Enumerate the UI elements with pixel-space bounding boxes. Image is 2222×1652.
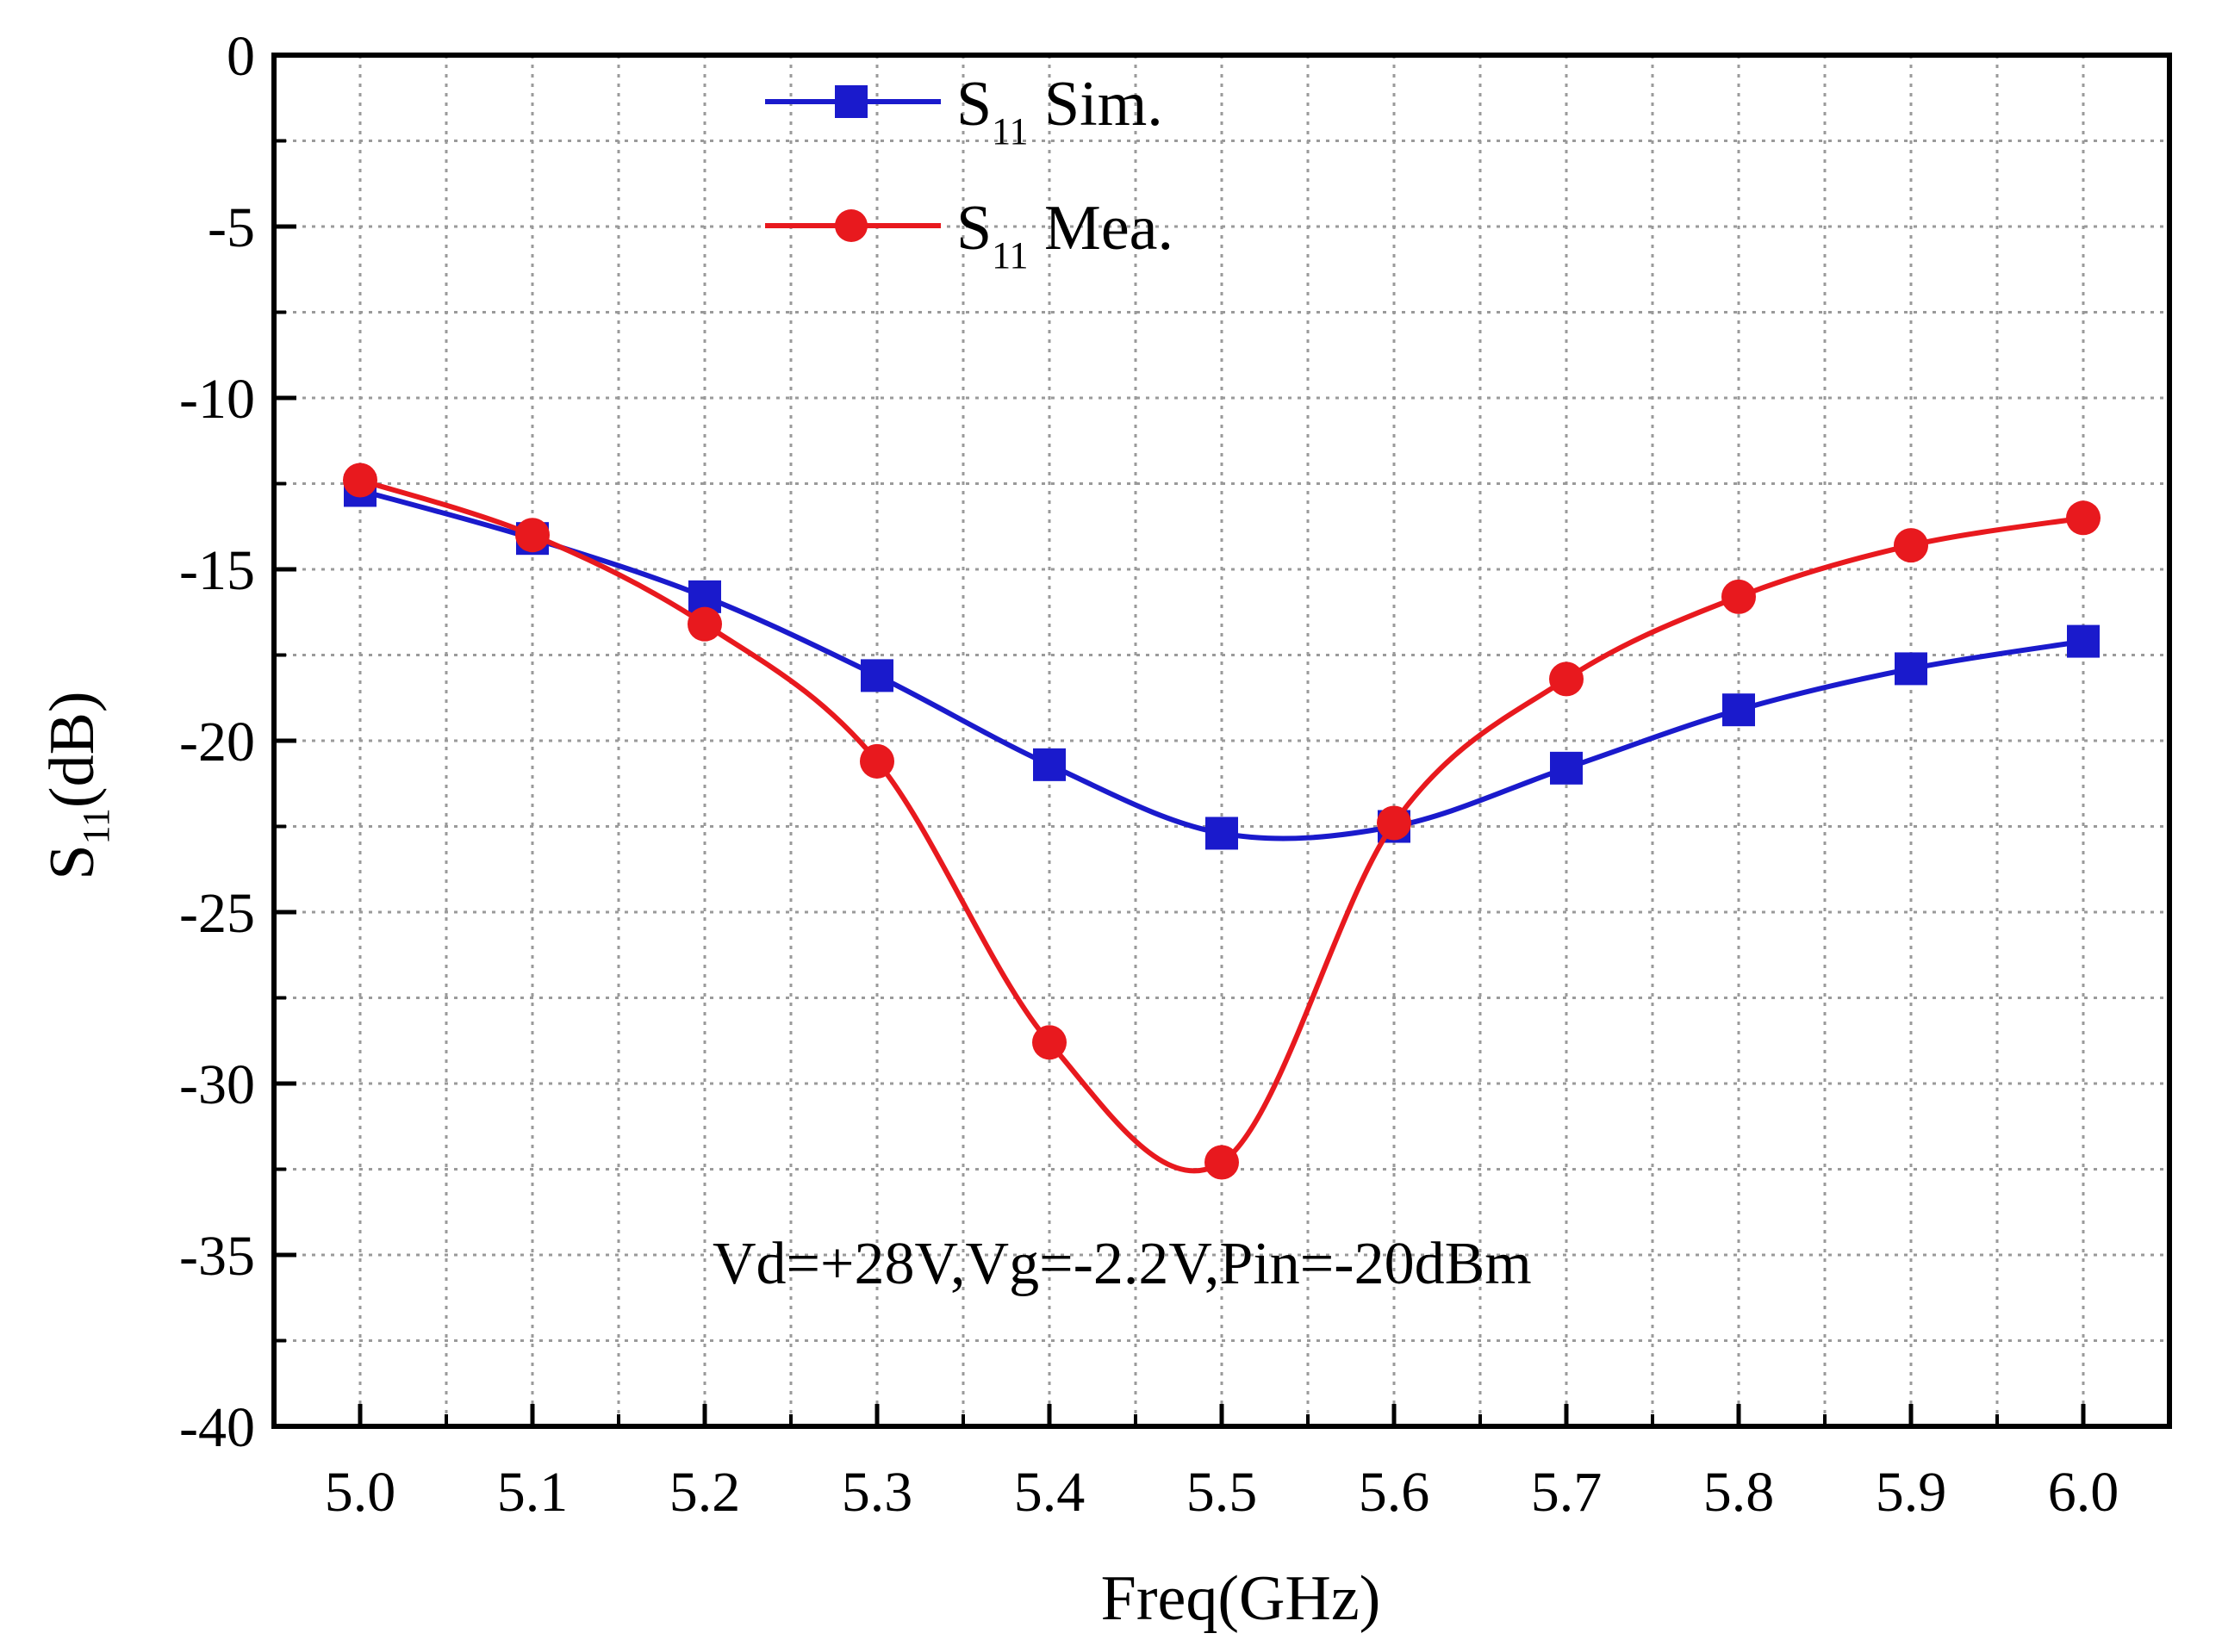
y-tick-label: -25 [179,882,255,945]
data-point-mea [1549,661,1584,697]
y-tick-label: -30 [179,1053,255,1116]
x-tick-label: 5.0 [325,1461,396,1524]
grid [274,53,2169,1428]
x-tick-label: 5.8 [1703,1461,1775,1524]
x-tick-label: 5.5 [1186,1461,1258,1524]
data-point-mea [1377,805,1411,841]
data-point-mea [860,743,894,779]
data-point-sim [1033,748,1066,781]
x-tick-label: 6.0 [2048,1461,2119,1524]
x-tick-label: 5.4 [1014,1461,1086,1524]
legend-item-sim: S11 Sim. [765,69,1163,152]
legend-item-mea: S11 Mea. [765,193,1173,276]
data-point-sim [861,659,893,692]
legend-mea-label: S11 Mea. [956,193,1173,276]
x-tick-label: 5.7 [1531,1461,1603,1524]
y-tick-label: -10 [179,368,255,431]
y-tick-label: -40 [179,1396,255,1459]
data-point-mea [1204,1145,1239,1180]
data-point-mea [1032,1025,1067,1060]
legend: S11 Sim. S11 Mea. [765,69,1173,276]
data-point-mea [688,606,722,642]
y-tick-label: -15 [179,539,255,602]
x-tick-label: 5.3 [842,1461,913,1524]
y-axis-title: S11(dB) [37,691,117,879]
data-point-sim [1722,693,1755,727]
y-tick-label: 0 [227,25,255,88]
data-point-sim [1550,751,1583,785]
x-axis-title: Freq(GHz) [1101,1563,1381,1634]
data-point-mea [1721,579,1756,614]
data-point-sim [1205,817,1238,850]
series-layer [343,463,2101,1180]
y-tick-label: -35 [179,1225,255,1288]
data-point-mea [343,463,377,498]
x-tick-label: 5.2 [669,1461,741,1524]
x-tick-label: 5.1 [497,1461,569,1524]
legend-sim-label: S11 Sim. [956,69,1163,152]
legend-sim-marker [835,85,868,118]
x-tick-label: 5.6 [1359,1461,1430,1524]
y-tick-label: -5 [208,196,255,259]
ticks [272,53,2086,1429]
data-point-sim [2067,624,2100,658]
bias-annotation: Vd=+28V,Vg=-2.2V,Pin=-20dBm [713,1231,1532,1297]
data-point-sim [1895,652,1927,686]
tick-labels: 5.0 5.1 5.2 5.3 5.4 5.5 5.6 5.7 5.8 5.9 6.0 0 -5 -10 -… [179,25,2119,1524]
legend-mea-marker [835,209,868,242]
y-tick-label: -20 [179,711,255,773]
data-point-mea [1894,528,1928,563]
data-point-mea [2066,500,2101,536]
data-point-mea [515,518,550,553]
x-tick-label: 5.9 [1876,1461,1947,1524]
